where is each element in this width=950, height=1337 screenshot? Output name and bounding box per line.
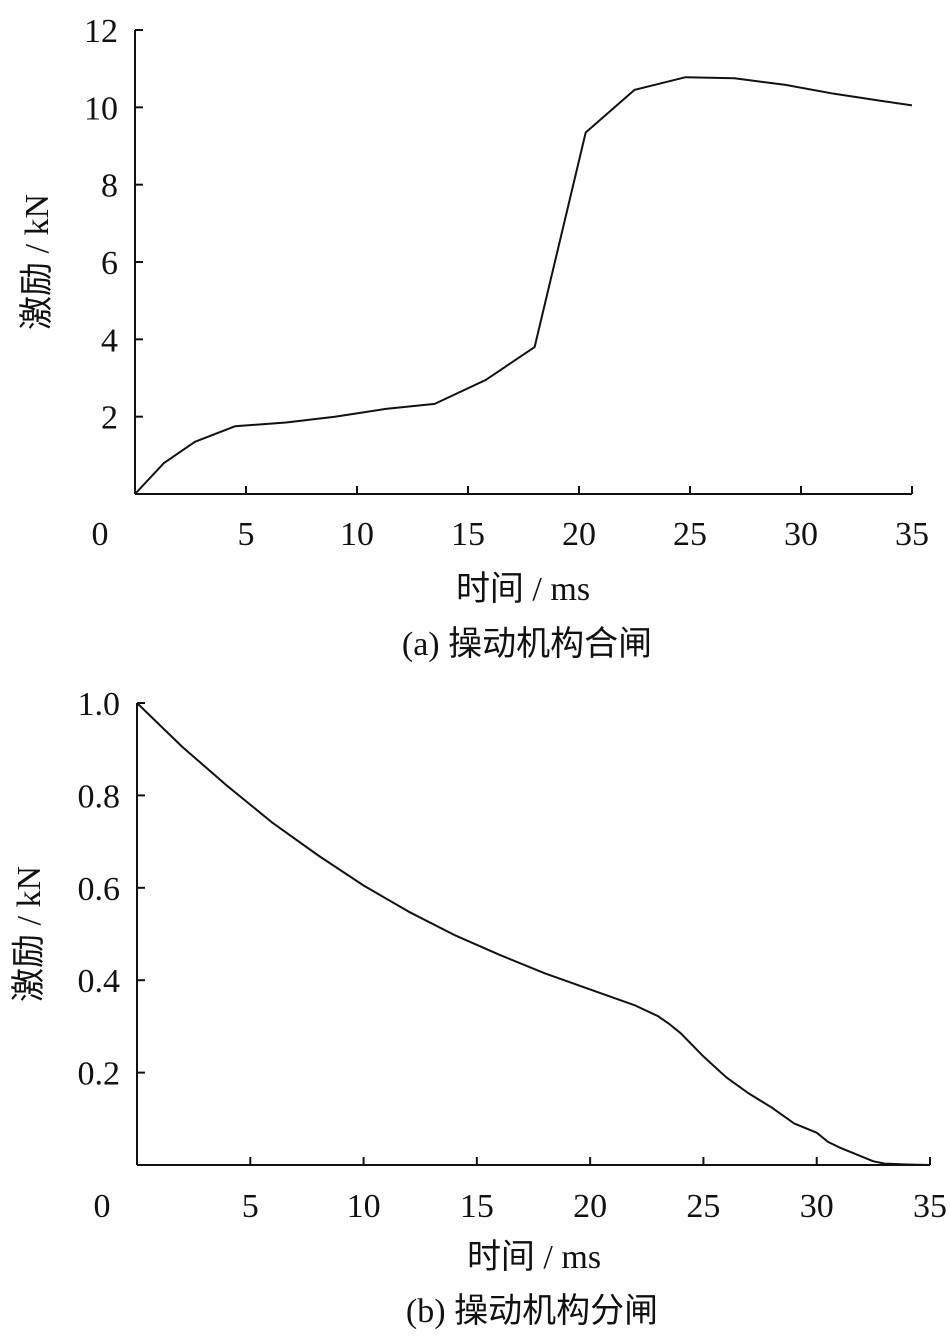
x-tick-label-a: 30 — [784, 516, 818, 553]
y-tick-label-a: 6 — [101, 245, 118, 282]
caption-b: (b) 操动机构分闸 — [406, 1292, 658, 1330]
y-ticks-a: 2 4 6 8 10 12 — [84, 13, 143, 437]
y-tick-label-b: 0.6 — [78, 871, 121, 908]
caption-a: (a) 操动机构合闸 — [402, 625, 652, 663]
x-tick-label-b: 30 — [800, 1188, 834, 1225]
x-tick-label-b: 20 — [573, 1188, 607, 1225]
x-tick-label-a: 0 — [92, 516, 109, 553]
y-tick-label-a: 10 — [84, 90, 118, 127]
x-tick-label-b: 25 — [686, 1188, 720, 1225]
x-ticks-a: 0 5 10 15 20 25 30 35 — [92, 486, 929, 553]
x-tick-label-a: 35 — [895, 516, 929, 553]
y-tick-label-a: 2 — [101, 400, 118, 437]
y-tick-label-b: 0.4 — [78, 963, 121, 1000]
chart-panel-b: 0 5 10 15 20 25 30 35 0.2 0.4 0.6 0.8 1.0 时间 / ms 激… — [10, 686, 947, 1330]
y-axis-label-b: 激励 / kN — [10, 866, 48, 1002]
x-tick-label-a: 10 — [340, 516, 374, 553]
y-axis-label-a: 激励 / kN — [18, 194, 56, 330]
series-line-a — [134, 76, 913, 495]
x-ticks-b: 0 5 10 15 20 25 30 35 — [94, 1157, 947, 1225]
x-tick-label-a: 20 — [562, 516, 596, 553]
x-tick-label-b: 35 — [913, 1188, 947, 1225]
series-line-b — [136, 702, 931, 1166]
x-axis-label-a: 时间 / ms — [456, 571, 590, 608]
x-axis-label-b: 时间 / ms — [467, 1239, 601, 1276]
x-tick-label-b: 10 — [347, 1188, 381, 1225]
x-tick-label-b: 15 — [460, 1188, 494, 1225]
x-tick-label-a: 25 — [673, 516, 707, 553]
y-tick-label-b: 1.0 — [78, 686, 121, 723]
y-tick-label-b: 0.8 — [78, 778, 121, 815]
y-tick-label-a: 8 — [101, 168, 118, 205]
x-tick-label-a: 15 — [451, 516, 485, 553]
x-tick-label-a: 5 — [238, 516, 255, 553]
x-tick-label-b: 0 — [94, 1188, 111, 1225]
y-tick-label-a: 12 — [84, 13, 118, 50]
y-ticks-b: 0.2 0.4 0.6 0.8 1.0 — [78, 686, 145, 1093]
y-tick-label-a: 4 — [101, 322, 118, 359]
y-tick-label-b: 0.2 — [78, 1056, 121, 1093]
x-tick-label-b: 5 — [242, 1188, 259, 1225]
